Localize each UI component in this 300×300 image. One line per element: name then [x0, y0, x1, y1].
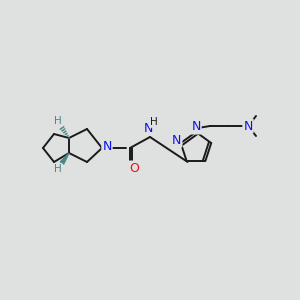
- Text: O: O: [129, 161, 139, 175]
- Text: N: N: [243, 119, 253, 133]
- Text: H: H: [54, 164, 62, 174]
- Text: H: H: [54, 116, 62, 126]
- Text: N: N: [172, 134, 182, 147]
- Text: N: N: [191, 121, 201, 134]
- Text: N: N: [143, 122, 153, 134]
- Text: H: H: [150, 117, 158, 127]
- Polygon shape: [60, 153, 69, 164]
- Text: N: N: [102, 140, 112, 154]
